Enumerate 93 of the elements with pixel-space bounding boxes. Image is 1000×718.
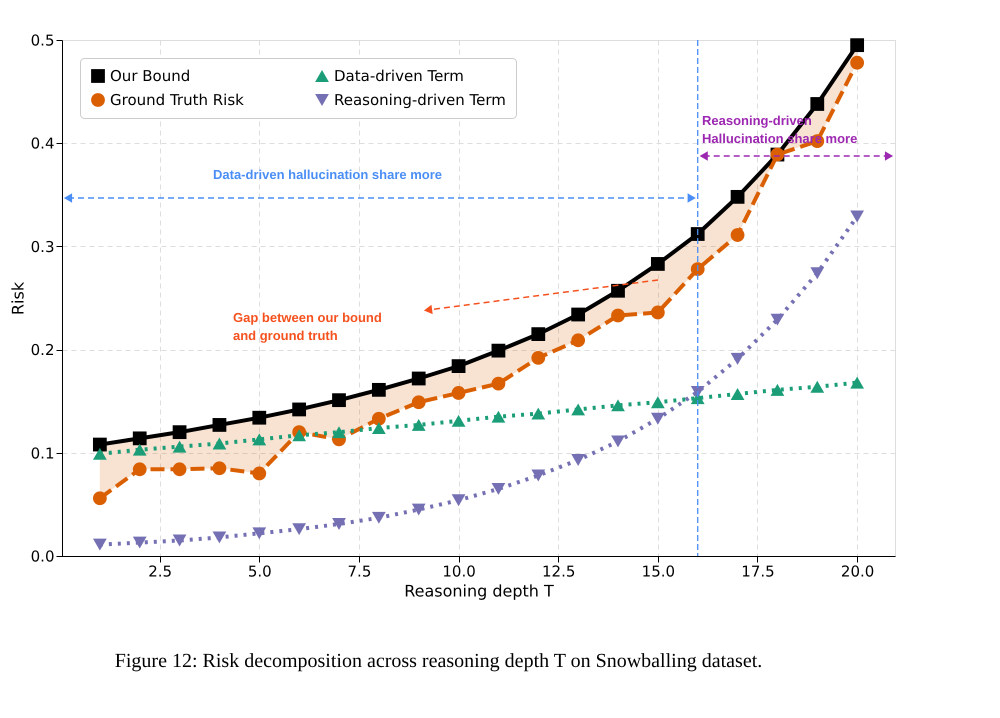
point xyxy=(810,267,824,280)
point xyxy=(332,518,346,530)
y-tick-label: 0.2 xyxy=(30,341,54,360)
point xyxy=(212,438,226,450)
point xyxy=(172,425,186,440)
point xyxy=(92,538,107,551)
point xyxy=(650,412,665,425)
legend-label: Our Bound xyxy=(110,67,190,85)
x-tick-label: 20.0 xyxy=(840,562,874,580)
point xyxy=(850,376,864,389)
point xyxy=(730,228,744,242)
y-tick-label: 0.4 xyxy=(30,134,54,153)
point xyxy=(372,382,386,397)
point xyxy=(92,438,107,452)
point xyxy=(571,454,586,466)
point xyxy=(730,190,744,204)
x-tick-label: 17.5 xyxy=(741,562,775,580)
legend-label: Ground Truth Risk xyxy=(110,91,244,109)
point xyxy=(611,399,625,412)
point xyxy=(452,359,466,374)
y-tick-label: 0.1 xyxy=(30,444,54,462)
point xyxy=(412,372,426,386)
point xyxy=(412,418,426,431)
point xyxy=(650,396,665,408)
point xyxy=(492,376,506,391)
point xyxy=(212,461,226,476)
y-axis-title: Risk xyxy=(8,281,28,316)
point xyxy=(452,414,466,427)
point xyxy=(850,38,864,52)
point xyxy=(730,388,744,400)
point xyxy=(690,262,705,276)
x-tick-label: 5.0 xyxy=(248,562,272,580)
y-tick-label: 0.3 xyxy=(30,238,54,256)
point xyxy=(212,418,226,432)
point xyxy=(332,426,346,438)
point xyxy=(531,408,546,420)
point xyxy=(252,466,266,480)
point xyxy=(292,523,306,536)
x-tick-label: 15.0 xyxy=(642,562,676,580)
caption: Figure 12: Risk decomposition across reasoning depth T on Snowballing dataset. xyxy=(114,650,762,672)
point xyxy=(92,491,107,506)
point xyxy=(292,429,306,442)
point xyxy=(132,431,147,446)
point xyxy=(252,410,266,425)
point xyxy=(252,433,266,446)
legend-label: Reasoning-driven Term xyxy=(334,91,506,109)
x-tick-label: 10.0 xyxy=(442,562,476,580)
annotation: Data-driven hallucination share more xyxy=(213,167,442,182)
point xyxy=(372,412,386,426)
point xyxy=(172,534,186,546)
point xyxy=(850,56,864,70)
point xyxy=(412,395,426,410)
point xyxy=(132,444,147,456)
point xyxy=(611,435,625,448)
point xyxy=(770,314,784,326)
point xyxy=(531,327,546,342)
point xyxy=(292,402,306,416)
point xyxy=(810,380,824,393)
point xyxy=(611,284,625,298)
point xyxy=(92,448,107,460)
point xyxy=(730,352,744,365)
point xyxy=(492,344,506,358)
point xyxy=(571,308,586,322)
legend-label: Data-driven Term xyxy=(334,67,464,85)
point xyxy=(252,527,266,540)
point xyxy=(531,350,546,365)
point xyxy=(770,384,784,396)
point xyxy=(571,333,586,348)
x-tick-label: 2.5 xyxy=(148,562,172,580)
point xyxy=(452,494,466,506)
point xyxy=(650,257,665,271)
point xyxy=(412,504,426,516)
point xyxy=(810,97,824,111)
point xyxy=(132,536,147,549)
point xyxy=(571,403,586,416)
point xyxy=(690,227,705,241)
point xyxy=(372,422,386,434)
point xyxy=(492,482,506,495)
point xyxy=(172,440,186,453)
x-axis-title: Reasoning depth T xyxy=(404,582,554,600)
y-tick-label: 0.0 xyxy=(30,548,54,566)
point xyxy=(372,512,386,524)
point xyxy=(531,470,546,482)
point xyxy=(850,210,864,222)
point xyxy=(650,306,665,320)
point xyxy=(332,393,346,408)
annotation: Gap between our bound and ground truth xyxy=(233,310,382,343)
point xyxy=(452,386,466,400)
y-tick-label: 0.5 xyxy=(30,32,54,50)
x-tick-label: 12.5 xyxy=(542,562,576,580)
x-tick-label: 7.5 xyxy=(348,562,372,580)
point xyxy=(212,531,226,544)
point xyxy=(492,410,506,423)
